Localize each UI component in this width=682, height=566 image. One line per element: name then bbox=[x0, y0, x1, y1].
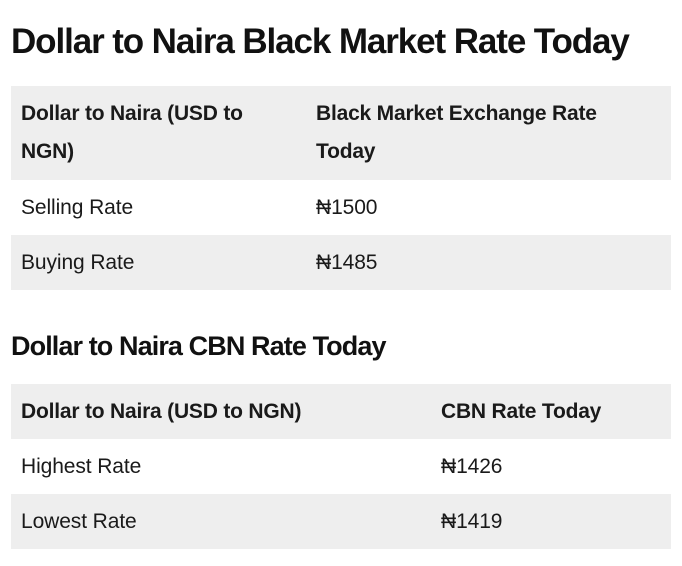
row-value: ₦1500 bbox=[316, 195, 378, 219]
table-row-lowest-rate: Lowest Rate ₦1419 bbox=[11, 494, 671, 549]
column-header-currency-pair: Dollar to Naira (USD to NGN) bbox=[21, 102, 243, 163]
row-value: ₦1419 bbox=[441, 509, 503, 533]
black-market-heading: Dollar to Naira Black Market Rate Today bbox=[11, 22, 630, 61]
row-label: Lowest Rate bbox=[21, 509, 137, 533]
cbn-rate-table: Dollar to Naira (USD to NGN) CBN Rate To… bbox=[11, 384, 671, 549]
column-header-black-market-rate: Black Market Exchange Rate Today bbox=[316, 102, 597, 163]
table-row-selling-rate: Selling Rate ₦1500 bbox=[11, 180, 671, 235]
row-value: ₦1485 bbox=[316, 250, 378, 274]
column-header-cbn-rate: CBN Rate Today bbox=[441, 399, 602, 423]
row-value: ₦1426 bbox=[441, 454, 503, 478]
row-label: Highest Rate bbox=[21, 454, 142, 478]
table-row-buying-rate: Buying Rate ₦1485 bbox=[11, 235, 671, 290]
table-row-highest-rate: Highest Rate ₦1426 bbox=[11, 439, 671, 494]
table-header-row: Dollar to Naira (USD to NGN) CBN Rate To… bbox=[11, 384, 671, 439]
black-market-rate-table: Dollar to Naira (USD to NGN) Black Marke… bbox=[11, 86, 671, 290]
cbn-rate-heading: Dollar to Naira CBN Rate Today bbox=[11, 331, 386, 361]
table-header-row: Dollar to Naira (USD to NGN) Black Marke… bbox=[11, 86, 671, 180]
column-header-currency-pair: Dollar to Naira (USD to NGN) bbox=[21, 399, 302, 423]
row-label: Selling Rate bbox=[21, 195, 134, 219]
row-label: Buying Rate bbox=[21, 250, 135, 274]
